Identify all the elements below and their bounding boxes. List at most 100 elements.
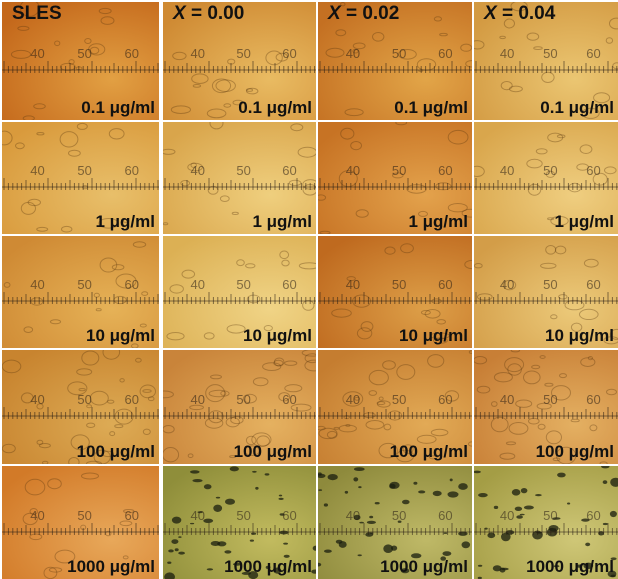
debris-particle: [283, 554, 290, 558]
cell-shape: [275, 52, 289, 62]
cell-shape: [318, 427, 338, 440]
ocular-micrometer-scale: 40 50 60: [163, 466, 316, 579]
scale-number-label: 50: [543, 163, 557, 178]
cell-shape: [302, 184, 316, 196]
scale-number-label: 40: [191, 277, 205, 292]
scale-number-label: 60: [586, 508, 600, 523]
debris-particle: [192, 479, 203, 483]
cell-shape: [556, 134, 566, 139]
cell-shape: [541, 71, 555, 84]
cell-shape: [181, 269, 196, 279]
cell-shape: [342, 391, 364, 407]
cell-shape: [204, 417, 224, 429]
scale-number-label: 60: [438, 163, 452, 178]
cell-shape: [48, 567, 63, 573]
cell-shape: [245, 88, 254, 92]
cell-shape: [499, 35, 506, 40]
scale-number-label: 50: [77, 392, 91, 407]
cell-shape: [278, 392, 291, 402]
debris-particle: [383, 544, 394, 553]
cell-shape: [262, 362, 282, 372]
cell-shape: [550, 314, 558, 320]
cell-shape: [528, 417, 540, 425]
scale-number-label: 60: [438, 277, 452, 292]
cell-shape: [10, 49, 32, 59]
micrograph-panel: 40 50 60 10 μg/ml: [474, 236, 618, 348]
debris-particle: [552, 517, 561, 520]
debris-particle: [203, 518, 214, 523]
cell-shape: [93, 449, 111, 464]
cell-shape: [47, 478, 62, 490]
column-header-value: = 0.02: [340, 3, 400, 24]
debris-particle: [440, 556, 446, 561]
debris-particle: [567, 502, 571, 505]
cell-shape: [281, 259, 290, 267]
scale-number-label: 60: [125, 508, 139, 523]
cell-shape: [205, 384, 226, 403]
micrograph-panel: 40 50 60 1000 μg/ml: [2, 466, 159, 579]
debris-particle: [585, 542, 591, 547]
cell-shape: [368, 390, 378, 396]
scale-number-label: 50: [77, 163, 91, 178]
cell-shape: [603, 336, 618, 345]
debris-particle: [283, 542, 288, 545]
debris-particle: [312, 545, 316, 551]
cell-shape: [547, 132, 564, 143]
cell-shape: [559, 373, 567, 379]
cell-shape: [510, 2, 528, 12]
scale-number-label: 60: [282, 392, 296, 407]
debris-particle: [357, 554, 362, 557]
debris-particle: [224, 550, 232, 554]
scale-number-label: 60: [282, 508, 296, 523]
cell-shape: [109, 431, 116, 437]
micrograph-image: [2, 2, 159, 120]
debris-particle: [501, 532, 511, 542]
cell-shape: [211, 78, 232, 94]
debris-particle: [602, 480, 608, 484]
cell-shape: [350, 141, 362, 151]
cell-shape: [141, 291, 149, 296]
cell-shape: [335, 29, 347, 37]
scale-number-label: 40: [500, 392, 514, 407]
cell-shape: [215, 79, 236, 92]
debris-particle: [413, 481, 418, 485]
cell-shape: [376, 400, 391, 408]
ocular-micrometer-scale: 40 50 60: [163, 46, 316, 119]
debris-particle: [344, 490, 349, 494]
cell-shape: [376, 401, 386, 406]
cell-shape: [131, 343, 139, 348]
cell-shape: [108, 128, 125, 140]
cell-shape: [288, 179, 302, 187]
debris-particle: [402, 499, 410, 505]
ocular-micrometer-scale: 40 50 60: [474, 245, 618, 345]
debris-particle: [501, 567, 509, 571]
scale-number-label: 50: [392, 508, 406, 523]
cell-shape: [581, 107, 600, 119]
cell-shape: [363, 412, 376, 419]
cell-shape: [15, 142, 25, 150]
cell-shape: [527, 183, 542, 196]
micrograph-panel: 40 50 60 1000 μg/ml: [163, 466, 316, 579]
cell-shape: [256, 435, 270, 447]
cell-shape: [208, 410, 224, 424]
debris-particle: [206, 568, 214, 571]
debris-particle: [273, 567, 282, 574]
cell-shape: [318, 425, 326, 431]
cell-shape: [444, 390, 460, 402]
debris-particle: [323, 503, 328, 507]
micrograph-panel: 40 50 60 1 μg/ml: [163, 122, 316, 234]
cell-shape: [510, 350, 521, 353]
column-header-variable: X: [328, 3, 341, 24]
cell-shape: [232, 99, 244, 106]
cell-shape: [203, 332, 215, 340]
cell-shape: [119, 378, 125, 383]
cell-shape: [59, 131, 79, 148]
cell-shape: [526, 158, 543, 169]
cell-shape: [552, 457, 561, 462]
debris-particle: [366, 520, 376, 524]
scale-number-label: 40: [346, 163, 360, 178]
cell-shape: [86, 404, 92, 409]
cell-shape: [474, 356, 488, 365]
debris-particle: [583, 562, 594, 569]
cell-shape: [554, 245, 567, 255]
